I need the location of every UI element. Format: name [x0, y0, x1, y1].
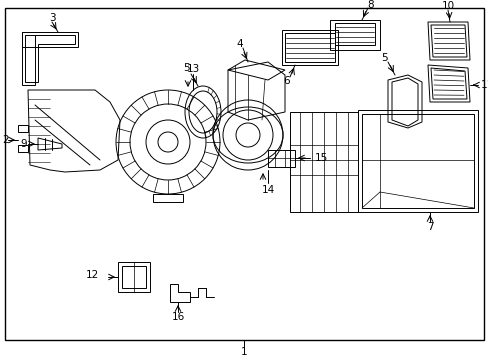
- Text: 14: 14: [261, 185, 274, 195]
- Text: 11: 11: [480, 80, 488, 90]
- Text: 5: 5: [183, 63, 190, 73]
- Text: 3: 3: [49, 13, 55, 23]
- Text: 9: 9: [20, 139, 27, 149]
- Text: 10: 10: [441, 1, 454, 11]
- Text: 15: 15: [314, 153, 327, 163]
- Text: 5: 5: [381, 53, 387, 63]
- Text: 4: 4: [236, 39, 243, 49]
- Text: 2: 2: [2, 135, 9, 145]
- Text: 13: 13: [186, 64, 199, 74]
- Text: 6: 6: [283, 76, 290, 86]
- Text: 8: 8: [367, 0, 373, 10]
- Text: 7: 7: [426, 222, 432, 232]
- Text: 12: 12: [85, 270, 99, 280]
- Text: 1: 1: [240, 347, 247, 357]
- Text: 16: 16: [171, 312, 184, 322]
